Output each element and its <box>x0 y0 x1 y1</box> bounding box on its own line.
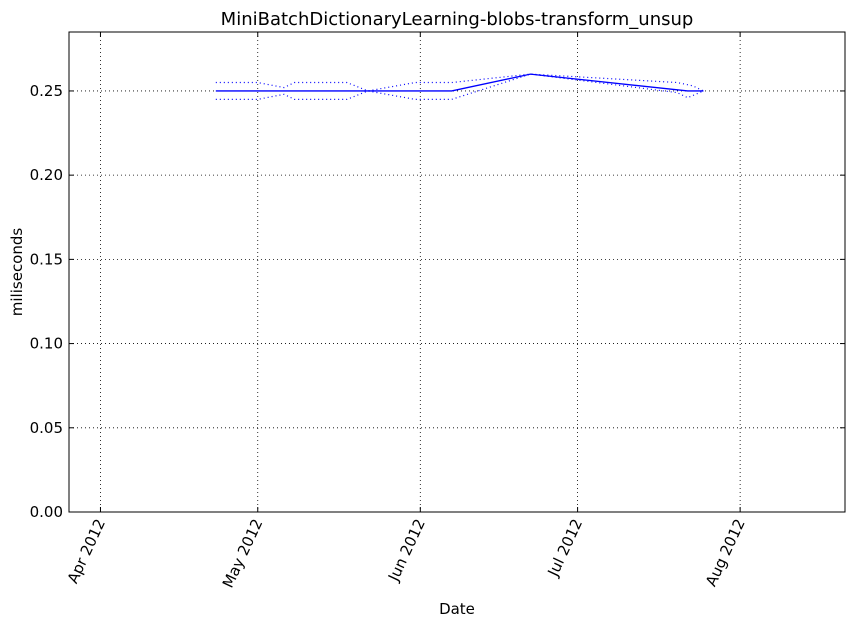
y-axis-label: miliseconds <box>8 228 26 317</box>
y-tick-label: 0.10 <box>30 335 63 353</box>
x-tick-label: Jul 2012 <box>544 516 587 580</box>
series-main-line <box>215 73 704 92</box>
chart-title: MiniBatchDictionaryLearning-blobs-transf… <box>221 9 694 30</box>
series-bound-line <box>215 73 704 92</box>
series-layer <box>215 73 704 100</box>
x-tick-label: May 2012 <box>219 516 267 591</box>
y-tick-label: 0.15 <box>30 250 63 268</box>
plot-area <box>68 31 846 513</box>
x-tick-label: Aug 2012 <box>702 516 749 589</box>
x-tick-label: Apr 2012 <box>64 516 109 586</box>
x-axis-label: Date <box>439 600 475 618</box>
axis-ticks <box>69 32 845 513</box>
x-tick-labels: Apr 2012 May 2012 Jun 2012 Jul 2012 Aug 2012 <box>64 516 749 591</box>
x-tick-label: Jun 2012 <box>384 516 429 585</box>
series-bound-line <box>215 73 704 100</box>
y-tick-label: 0.25 <box>30 82 63 100</box>
y-tick-label: 0.05 <box>30 419 63 437</box>
y-tick-label: 0.00 <box>30 503 63 521</box>
grid-lines <box>69 32 845 512</box>
y-tick-label: 0.20 <box>30 166 63 184</box>
y-tick-labels: 0.00 0.05 0.10 0.15 0.20 0.25 <box>30 82 63 521</box>
